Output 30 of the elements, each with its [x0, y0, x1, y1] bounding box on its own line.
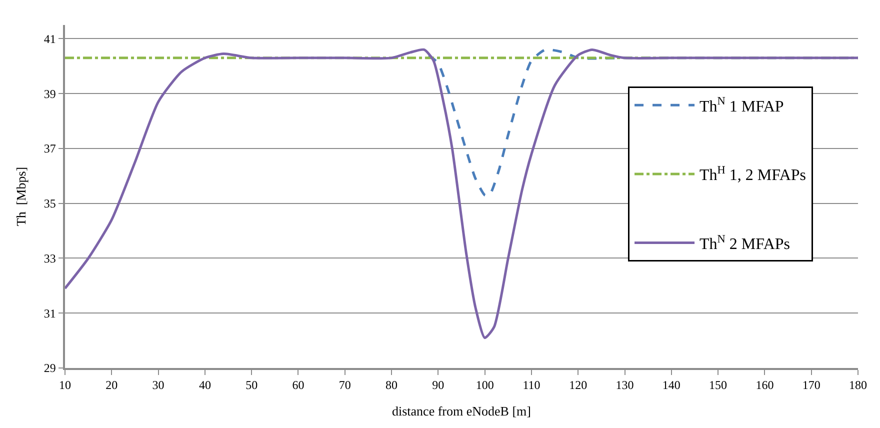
x-tick-label: 40 — [198, 378, 211, 392]
x-tick-label: 30 — [152, 378, 164, 392]
legend-label: Th$^{N}$ 2 MFAPs — [700, 233, 790, 253]
x-tick-label: 130 — [616, 378, 634, 392]
x-tick-label: 70 — [338, 378, 351, 392]
x-tick-label: 180 — [849, 378, 867, 392]
x-tick-label: 150 — [709, 378, 728, 392]
legend-label: Th$^{N}$ 1 MFAP — [700, 96, 784, 116]
y-axis-title: Th [Mbps] — [13, 166, 28, 226]
x-tick-label: 60 — [292, 378, 304, 392]
x-tick-label: 20 — [106, 378, 118, 392]
y-tick-label: 33 — [44, 251, 56, 266]
x-tick-label: 120 — [569, 378, 588, 392]
x-tick-label: 140 — [662, 378, 680, 392]
y-tick-label: 41 — [44, 32, 56, 46]
legend-label: Th$^{H}$ 1, 2 MFAPs — [700, 164, 806, 184]
y-tick-label: 37 — [44, 142, 56, 156]
x-tick-label: 170 — [802, 378, 820, 392]
x-tick-label: 160 — [756, 378, 774, 392]
y-tick-label: 35 — [44, 196, 56, 211]
x-tick-label: 10 — [59, 378, 71, 392]
y-tick-label: 31 — [44, 306, 56, 320]
y-tick-label: 39 — [44, 86, 56, 101]
x-tick-label: 80 — [386, 378, 398, 392]
x-axis-title: distance from eNodeB [m] — [392, 403, 531, 418]
y-tick-label: 29 — [44, 361, 56, 376]
x-tick-label: 100 — [476, 378, 494, 392]
x-tick-label: 90 — [432, 378, 444, 392]
x-tick-label: 50 — [246, 378, 258, 392]
x-tick-label: 110 — [522, 378, 540, 392]
